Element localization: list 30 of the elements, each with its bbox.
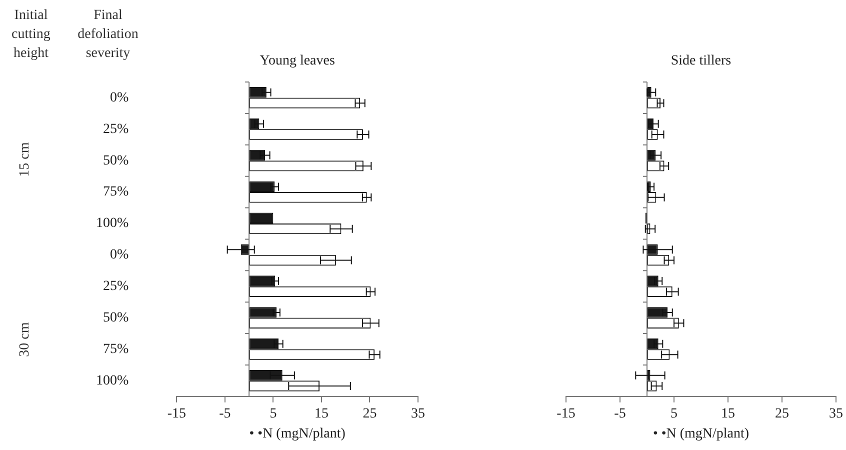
x-axis-title: • •N (mgN/plant) [249, 426, 346, 442]
y-tick-label: 50% [102, 153, 129, 168]
y-tick-label: 25% [102, 279, 129, 294]
x-tick-label: 5 [670, 406, 678, 422]
y-tick-label: 50% [102, 310, 129, 326]
y-tick-label: 100% [96, 373, 129, 388]
y-tick-label: 0% [110, 90, 129, 106]
chart-title: Young leaves [260, 54, 335, 69]
y-tick-label: 0% [110, 248, 129, 263]
x-tick-label: 5 [270, 406, 277, 422]
y-tick-label: 100% [96, 216, 129, 232]
x-tick-label: -15 [167, 406, 186, 422]
text: Initial cutting height [10, 7, 52, 63]
x-tick-label: -5 [219, 406, 231, 422]
text: 30 cm [16, 321, 34, 359]
x-tick-label: 25 [362, 406, 377, 422]
x-tick-label: 35 [829, 406, 843, 422]
x-tick-label: -15 [556, 406, 576, 422]
x-tick-label: 15 [721, 406, 735, 422]
chart-title: Side tillers [670, 54, 732, 69]
y-tick-label: 75% [102, 184, 129, 200]
x-tick-label: -5 [614, 406, 626, 422]
y-tick-label: 75% [102, 342, 129, 357]
y-tick-label: 25% [102, 122, 129, 137]
x-tick-label: 35 [411, 406, 425, 422]
x-tick-label: 15 [314, 406, 328, 422]
x-tick-label: 25 [775, 406, 789, 422]
text: 15 cm [16, 141, 34, 179]
text: Final defoliation severity [76, 7, 140, 63]
x-axis-title: • •N (mgN/plant) [652, 426, 750, 442]
